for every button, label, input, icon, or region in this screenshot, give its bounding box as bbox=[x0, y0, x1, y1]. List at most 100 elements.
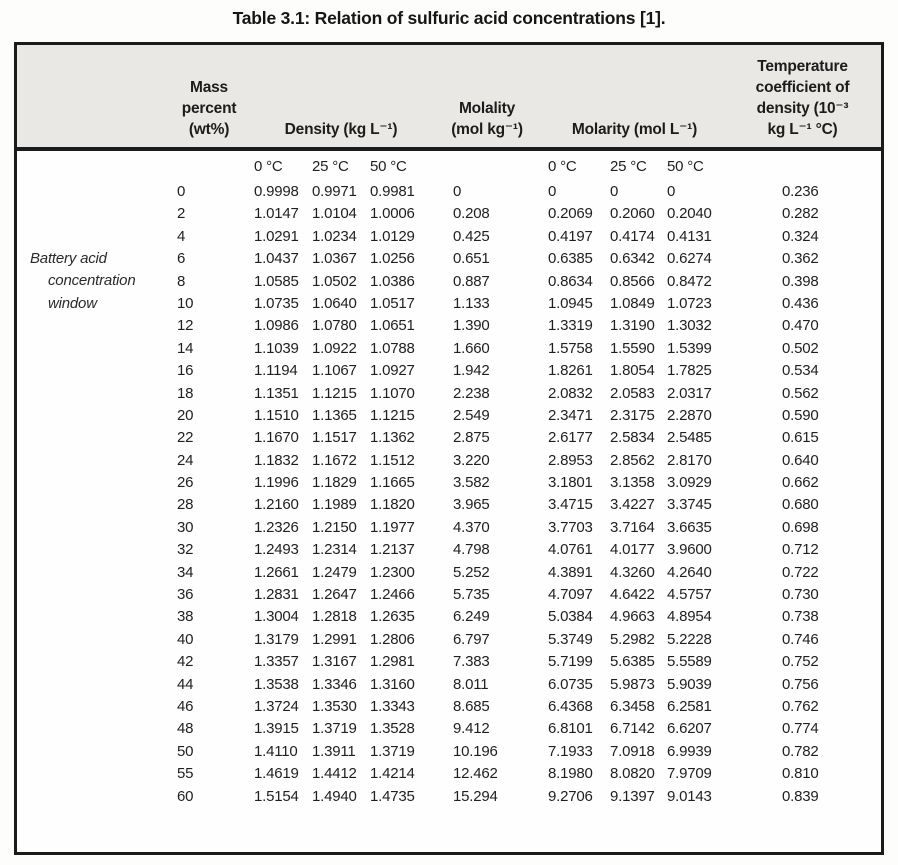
cell-density-50c: 1.0256 bbox=[370, 250, 415, 268]
cell-molarity-25c: 4.0177 bbox=[610, 541, 655, 559]
col-header-line: density (10⁻³ bbox=[756, 100, 849, 117]
cell-mass-percent: 6 bbox=[177, 250, 186, 268]
cell-molarity-50c: 2.0317 bbox=[667, 384, 712, 402]
cell-molarity-0c: 1.5758 bbox=[548, 339, 593, 357]
cell-density-25c: 1.2991 bbox=[312, 630, 357, 648]
cell-molarity-25c: 0.8566 bbox=[610, 272, 655, 290]
battery-acid-window-label: Battery acid concentration window bbox=[30, 248, 170, 315]
cell-density-25c: 1.1215 bbox=[312, 384, 357, 402]
cell-density-0c: 1.2493 bbox=[254, 541, 299, 559]
cell-temp-coefficient: 0.398 bbox=[782, 272, 819, 290]
cell-molality: 0 bbox=[453, 183, 462, 200]
cell-mass-percent: 24 bbox=[177, 451, 194, 469]
cell-density-50c: 1.2300 bbox=[370, 563, 415, 581]
cell-density-25c: 1.1672 bbox=[312, 451, 357, 469]
cell-temp-coefficient: 0.762 bbox=[782, 697, 819, 715]
cell-temp-coefficient: 0.615 bbox=[782, 429, 819, 447]
cell-mass-percent: 10 bbox=[177, 294, 194, 312]
cell-molarity-50c: 9.0143 bbox=[667, 787, 712, 805]
cell-mass-percent: 42 bbox=[177, 653, 194, 671]
col-header-mass-percent: Mass percent (wt%) bbox=[165, 77, 253, 140]
cell-density-0c: 1.4619 bbox=[254, 765, 299, 783]
cell-density-0c: 1.2831 bbox=[254, 586, 299, 604]
cell-molality: 0.208 bbox=[453, 205, 490, 223]
cell-density-0c: 1.1670 bbox=[254, 429, 299, 447]
subheader-molarity-25c: 25 °C bbox=[610, 158, 647, 175]
cell-molarity-25c: 1.5590 bbox=[610, 339, 655, 357]
cell-density-25c: 1.1067 bbox=[312, 362, 357, 380]
cell-molarity-50c: 5.5589 bbox=[667, 653, 712, 671]
table-row: 42 1.3357 1.3167 1.2981 7.383 5.7199 5.6… bbox=[165, 651, 881, 673]
subheader-density-50c: 50 °C bbox=[370, 158, 407, 175]
table-row: 60 1.5154 1.4940 1.4735 15.294 9.2706 9.… bbox=[165, 786, 881, 808]
col-header-line: Mass bbox=[190, 79, 228, 96]
cell-density-25c: 1.3530 bbox=[312, 697, 357, 715]
cell-molarity-0c: 9.2706 bbox=[548, 787, 593, 805]
cell-molality: 8.011 bbox=[453, 675, 489, 693]
table-row: 34 1.2661 1.2479 1.2300 5.252 4.3891 4.3… bbox=[165, 562, 881, 584]
cell-density-25c: 1.3719 bbox=[312, 720, 357, 738]
cell-mass-percent: 30 bbox=[177, 518, 194, 536]
cell-molarity-25c: 4.3260 bbox=[610, 563, 655, 581]
cell-molarity-50c: 4.8954 bbox=[667, 608, 712, 626]
cell-mass-percent: 8 bbox=[177, 272, 186, 290]
cell-density-50c: 1.0517 bbox=[370, 294, 415, 312]
table-row: 48 1.3915 1.3719 1.3528 9.412 6.8101 6.7… bbox=[165, 718, 881, 740]
cell-molarity-50c: 2.5485 bbox=[667, 429, 712, 447]
cell-molarity-25c: 0.6342 bbox=[610, 250, 655, 268]
cell-density-25c: 1.1829 bbox=[312, 474, 357, 492]
cell-molarity-50c: 6.2581 bbox=[667, 697, 712, 715]
cell-molarity-50c: 0 bbox=[667, 183, 676, 200]
cell-density-0c: 1.0147 bbox=[254, 205, 299, 223]
cell-temp-coefficient: 0.470 bbox=[782, 317, 819, 335]
col-header-line: percent bbox=[181, 100, 237, 117]
cell-density-0c: 1.1351 bbox=[254, 384, 299, 402]
cell-density-25c: 1.2647 bbox=[312, 586, 357, 604]
subheader-molarity-0c: 0 °C bbox=[548, 158, 577, 175]
table-caption: Table 3.1: Relation of sulfuric acid con… bbox=[232, 8, 666, 28]
cell-molarity-0c: 1.0945 bbox=[548, 294, 593, 312]
cell-density-50c: 1.3528 bbox=[370, 720, 415, 738]
table-row: 30 1.2326 1.2150 1.1977 4.370 3.7703 3.7… bbox=[165, 517, 881, 539]
cell-molarity-50c: 3.0929 bbox=[667, 474, 712, 492]
cell-molarity-0c: 1.8261 bbox=[548, 362, 593, 380]
cell-density-0c: 1.1996 bbox=[254, 474, 299, 492]
table-row: 6 1.0437 1.0367 1.0256 0.651 0.6385 0.63… bbox=[165, 248, 881, 270]
cell-density-25c: 1.0234 bbox=[312, 227, 357, 245]
table-row: 44 1.3538 1.3346 1.3160 8.011 6.0735 5.9… bbox=[165, 674, 881, 696]
side-label-line: window bbox=[48, 294, 97, 312]
cell-molarity-25c: 3.1358 bbox=[610, 474, 655, 492]
cell-molarity-25c: 1.8054 bbox=[610, 362, 655, 380]
cell-molarity-50c: 3.3745 bbox=[667, 496, 712, 514]
cell-density-25c: 1.1989 bbox=[312, 496, 357, 514]
cell-molarity-0c: 5.3749 bbox=[548, 630, 593, 648]
cell-density-0c: 1.1194 bbox=[254, 362, 298, 380]
table-header: Mass percent (wt%) Density (kg L⁻¹) Mola… bbox=[17, 45, 881, 151]
col-header-molality: Molality (mol kg⁻¹) bbox=[429, 98, 545, 140]
cell-density-0c: 0.9998 bbox=[254, 183, 299, 200]
cell-density-25c: 1.0502 bbox=[312, 272, 357, 290]
cell-mass-percent: 18 bbox=[177, 384, 194, 402]
table-row: 0 0.9998 0.9971 0.9981 0 0 0 0 0.236 bbox=[165, 181, 881, 203]
col-header-line: Molality bbox=[458, 100, 516, 117]
cell-mass-percent: 14 bbox=[177, 339, 194, 357]
cell-molality: 1.660 bbox=[453, 339, 490, 357]
cell-molarity-25c: 0.4174 bbox=[610, 227, 655, 245]
table-body: Battery acid concentration window 0 °C 2… bbox=[17, 151, 881, 850]
col-header-line: kg L⁻¹ °C) bbox=[767, 121, 838, 138]
cell-temp-coefficient: 0.774 bbox=[782, 720, 819, 738]
cell-molarity-50c: 2.8170 bbox=[667, 451, 712, 469]
cell-molarity-50c: 0.6274 bbox=[667, 250, 712, 268]
cell-molality: 4.370 bbox=[453, 518, 490, 536]
cell-density-0c: 1.2326 bbox=[254, 518, 299, 536]
cell-molarity-50c: 6.9939 bbox=[667, 742, 712, 760]
cell-molality: 12.462 bbox=[453, 765, 498, 783]
table-row: 16 1.1194 1.1067 1.0927 1.942 1.8261 1.8… bbox=[165, 360, 881, 382]
cell-density-50c: 1.0129 bbox=[370, 227, 415, 245]
cell-temp-coefficient: 0.810 bbox=[782, 765, 819, 783]
cell-mass-percent: 46 bbox=[177, 697, 194, 715]
cell-density-50c: 1.4214 bbox=[370, 765, 415, 783]
cell-temp-coefficient: 0.712 bbox=[782, 541, 819, 559]
side-label-line: Battery acid bbox=[30, 250, 107, 267]
